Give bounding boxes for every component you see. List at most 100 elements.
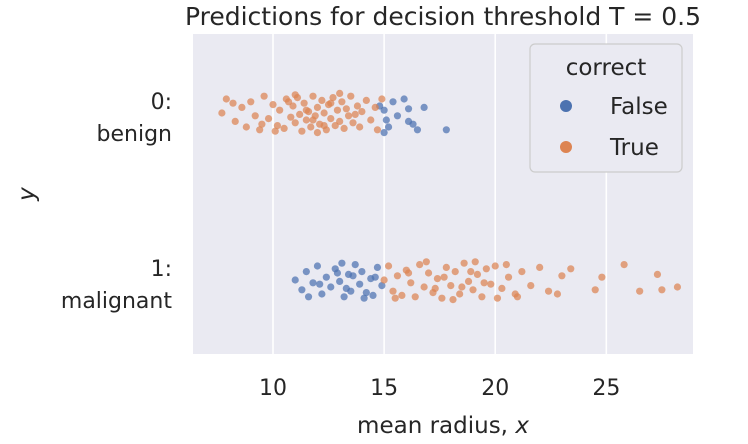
point-true bbox=[442, 263, 450, 271]
y-tick-labels: 0: benign 1: malignant bbox=[61, 90, 172, 314]
point-true bbox=[298, 127, 306, 135]
point-true bbox=[347, 92, 355, 100]
point-true bbox=[598, 273, 606, 281]
point-false bbox=[304, 293, 313, 301]
point-true bbox=[518, 268, 526, 276]
point-true bbox=[231, 117, 239, 125]
point-false bbox=[373, 263, 382, 271]
point-true bbox=[493, 294, 502, 302]
point-true bbox=[291, 119, 299, 127]
x-axis-label-variable: x bbox=[514, 413, 529, 439]
point-true bbox=[238, 103, 246, 111]
legend-label-true: True bbox=[609, 135, 659, 161]
point-true bbox=[349, 119, 357, 127]
point-true bbox=[342, 105, 350, 113]
point-true bbox=[313, 129, 322, 137]
point-false bbox=[420, 103, 428, 111]
point-false bbox=[404, 117, 413, 125]
point-true bbox=[467, 268, 475, 276]
point-false bbox=[327, 283, 335, 291]
point-true bbox=[291, 91, 299, 99]
point-true bbox=[653, 270, 662, 278]
point-true bbox=[498, 284, 506, 292]
point-true bbox=[378, 95, 386, 103]
point-true bbox=[367, 116, 375, 124]
x-tick-label: 15 bbox=[370, 376, 398, 401]
point-true bbox=[358, 108, 366, 116]
chart-title: Predictions for decision threshold T = 0… bbox=[185, 2, 701, 31]
point-false bbox=[360, 294, 368, 302]
legend-label-false: False bbox=[610, 94, 668, 120]
point-true bbox=[380, 276, 388, 284]
point-true bbox=[371, 103, 379, 111]
point-true bbox=[433, 275, 442, 283]
point-false bbox=[384, 123, 393, 131]
point-false bbox=[316, 280, 324, 288]
point-false bbox=[400, 95, 408, 103]
point-true bbox=[451, 268, 459, 276]
point-false bbox=[322, 273, 330, 281]
x-tick-labels: 10 15 20 25 bbox=[259, 376, 620, 401]
point-true bbox=[271, 127, 279, 135]
point-true bbox=[336, 89, 344, 97]
point-true bbox=[407, 279, 415, 287]
point-true bbox=[536, 263, 544, 271]
point-true bbox=[527, 282, 535, 290]
point-true bbox=[513, 293, 522, 301]
point-true bbox=[384, 262, 393, 270]
point-false bbox=[309, 279, 317, 287]
point-true bbox=[502, 261, 510, 269]
point-true bbox=[333, 106, 342, 114]
point-true bbox=[307, 123, 315, 131]
point-true bbox=[327, 99, 335, 107]
point-true bbox=[269, 101, 277, 109]
point-true bbox=[447, 282, 455, 290]
point-false bbox=[369, 291, 377, 299]
point-true bbox=[658, 286, 666, 294]
point-true bbox=[558, 272, 566, 280]
x-tick-label: 20 bbox=[481, 376, 509, 401]
point-true bbox=[473, 270, 482, 278]
point-true bbox=[329, 94, 337, 102]
point-true bbox=[431, 284, 439, 292]
point-true bbox=[320, 109, 328, 117]
point-true bbox=[318, 96, 326, 104]
point-true bbox=[620, 261, 628, 269]
point-true bbox=[482, 265, 490, 273]
point-true bbox=[362, 96, 370, 104]
x-axis-label: mean radius, x bbox=[357, 413, 529, 439]
point-true bbox=[251, 112, 259, 120]
point-true bbox=[242, 123, 250, 131]
point-false bbox=[356, 280, 364, 288]
point-true bbox=[464, 277, 473, 285]
point-true bbox=[302, 116, 310, 124]
point-true bbox=[373, 126, 382, 134]
point-true bbox=[440, 273, 448, 281]
x-tick-label: 10 bbox=[259, 376, 287, 401]
point-true bbox=[404, 269, 413, 277]
point-false bbox=[404, 105, 413, 113]
point-true bbox=[300, 99, 308, 107]
point-true bbox=[422, 258, 430, 266]
legend-title: correct bbox=[566, 55, 647, 81]
point-false bbox=[318, 290, 326, 298]
y-axis-label: y bbox=[14, 187, 40, 202]
point-true bbox=[309, 116, 317, 124]
point-false bbox=[342, 284, 350, 292]
point-false bbox=[358, 268, 366, 276]
legend-marker-true bbox=[560, 141, 572, 153]
point-false bbox=[291, 276, 299, 284]
point-false bbox=[380, 129, 388, 137]
point-true bbox=[273, 122, 282, 130]
point-false bbox=[393, 112, 402, 120]
point-true bbox=[276, 106, 284, 114]
point-false bbox=[371, 273, 379, 281]
point-false bbox=[349, 272, 357, 280]
point-false bbox=[351, 261, 359, 269]
point-true bbox=[284, 98, 293, 106]
point-true bbox=[389, 287, 397, 295]
point-true bbox=[302, 106, 310, 114]
point-true bbox=[424, 269, 433, 277]
point-false bbox=[338, 259, 346, 267]
